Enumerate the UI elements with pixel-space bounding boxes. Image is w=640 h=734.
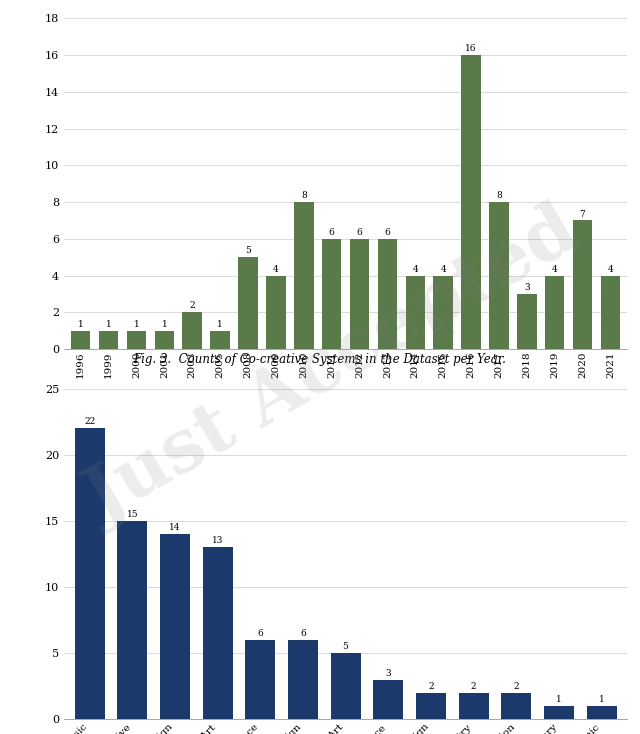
Text: 16: 16 bbox=[465, 44, 477, 54]
Bar bbox=[573, 220, 593, 349]
Bar bbox=[406, 275, 425, 349]
Text: 7: 7 bbox=[580, 210, 586, 219]
Bar bbox=[155, 330, 174, 349]
Bar bbox=[378, 239, 397, 349]
Bar bbox=[459, 693, 488, 719]
Text: 2: 2 bbox=[471, 682, 476, 691]
Bar bbox=[182, 312, 202, 349]
Text: 1: 1 bbox=[556, 695, 562, 704]
Bar bbox=[294, 202, 314, 349]
Text: 14: 14 bbox=[169, 523, 180, 532]
Text: 22: 22 bbox=[84, 418, 95, 426]
Bar bbox=[331, 653, 360, 719]
Bar bbox=[601, 275, 620, 349]
Bar bbox=[416, 693, 446, 719]
Text: 8: 8 bbox=[496, 191, 502, 200]
Bar bbox=[117, 521, 147, 719]
Bar bbox=[127, 330, 147, 349]
Text: Fig. 3.  Counts of Co-creative Systems in the Dataset per Year.: Fig. 3. Counts of Co-creative Systems in… bbox=[134, 352, 506, 366]
Text: 8: 8 bbox=[301, 191, 307, 200]
Bar bbox=[517, 294, 536, 349]
Bar bbox=[266, 275, 285, 349]
Text: 3: 3 bbox=[524, 283, 530, 292]
Text: 6: 6 bbox=[385, 228, 390, 237]
Text: 4: 4 bbox=[412, 265, 418, 274]
Text: 4: 4 bbox=[607, 265, 613, 274]
Bar bbox=[544, 706, 574, 719]
Text: 1: 1 bbox=[599, 695, 604, 704]
Text: 4: 4 bbox=[273, 265, 279, 274]
Text: 6: 6 bbox=[329, 228, 335, 237]
Text: 3: 3 bbox=[385, 669, 391, 677]
Bar bbox=[160, 534, 190, 719]
Bar bbox=[99, 330, 118, 349]
Bar bbox=[433, 275, 453, 349]
Text: 1: 1 bbox=[106, 320, 111, 329]
Text: 2: 2 bbox=[513, 682, 519, 691]
Bar bbox=[587, 706, 616, 719]
Bar bbox=[489, 202, 509, 349]
Bar bbox=[350, 239, 369, 349]
Text: 6: 6 bbox=[300, 629, 306, 638]
Text: 4: 4 bbox=[440, 265, 446, 274]
Text: 1: 1 bbox=[161, 320, 167, 329]
Bar bbox=[322, 239, 341, 349]
Text: 1: 1 bbox=[217, 320, 223, 329]
Bar bbox=[245, 640, 275, 719]
Text: 5: 5 bbox=[245, 247, 251, 255]
Bar bbox=[203, 548, 232, 719]
Bar bbox=[501, 693, 531, 719]
Text: 2: 2 bbox=[428, 682, 434, 691]
Text: 1: 1 bbox=[78, 320, 84, 329]
Bar bbox=[373, 680, 403, 719]
Bar bbox=[461, 55, 481, 349]
Bar bbox=[545, 275, 564, 349]
Text: 13: 13 bbox=[212, 537, 223, 545]
Text: 5: 5 bbox=[342, 642, 349, 651]
Text: 2: 2 bbox=[189, 302, 195, 310]
Text: 6: 6 bbox=[356, 228, 362, 237]
Bar bbox=[211, 330, 230, 349]
Bar bbox=[238, 257, 258, 349]
Bar bbox=[75, 429, 104, 719]
Text: 15: 15 bbox=[127, 510, 138, 519]
Text: 4: 4 bbox=[552, 265, 557, 274]
Bar bbox=[71, 330, 90, 349]
Bar bbox=[288, 640, 318, 719]
Text: 6: 6 bbox=[257, 629, 263, 638]
Text: 1: 1 bbox=[134, 320, 140, 329]
Text: Just Accepted: Just Accepted bbox=[74, 197, 591, 537]
